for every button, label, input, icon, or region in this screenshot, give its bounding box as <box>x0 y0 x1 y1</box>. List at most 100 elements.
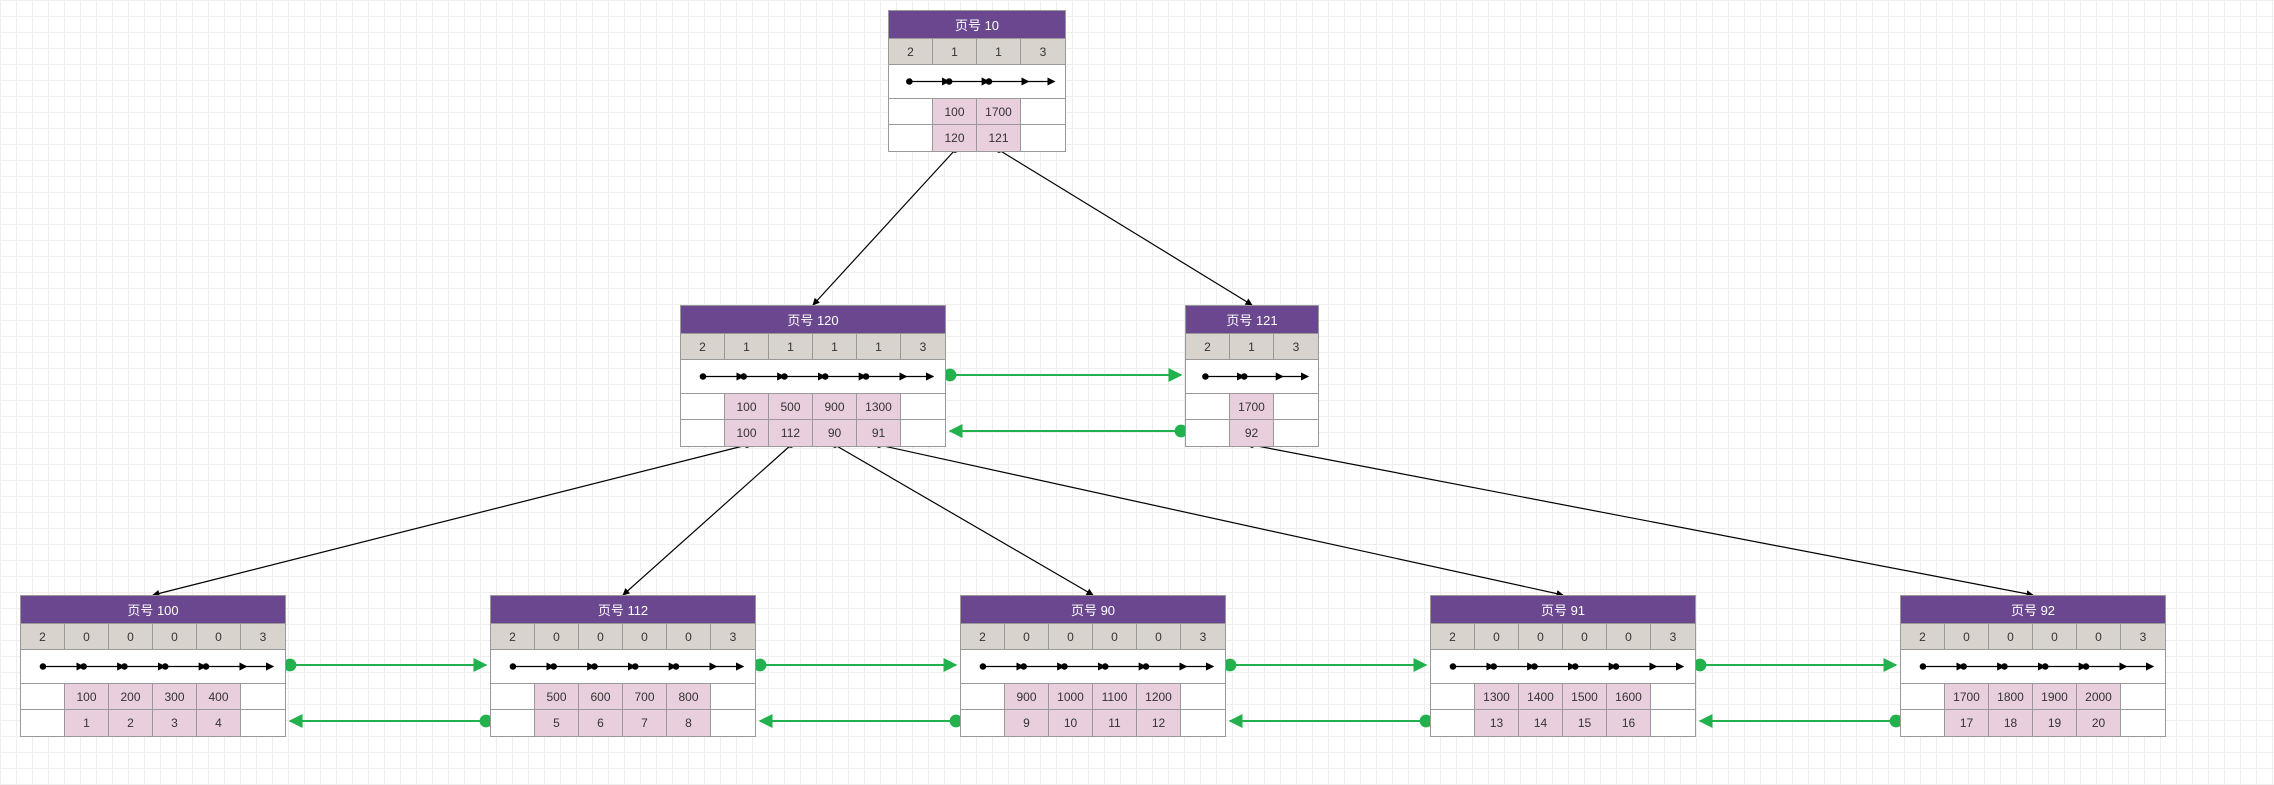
count-cell: 1 <box>857 334 901 360</box>
cell-value: 500 <box>769 394 813 420</box>
count-cell: 3 <box>901 334 945 360</box>
page-title-label: 页号 90 <box>1071 603 1115 618</box>
page-title-label: 页号 10 <box>955 18 999 33</box>
page-title-label: 页号 100 <box>127 603 178 618</box>
count-cell: 0 <box>153 624 197 650</box>
page-title-label: 页号 121 <box>1226 313 1277 328</box>
count-cell: 1 <box>813 334 857 360</box>
count-cell: 2 <box>961 624 1005 650</box>
cell-value: 1100 <box>1093 684 1137 710</box>
cell-value: 1900 <box>2033 684 2077 710</box>
count-cell: 0 <box>1563 624 1607 650</box>
cell-value: 2 <box>109 710 153 736</box>
cell-value: 20 <box>2077 710 2121 736</box>
cell-value: 4 <box>197 710 241 736</box>
cell-value: 91 <box>857 420 901 446</box>
cell-value: 15 <box>1563 710 1607 736</box>
cell-value: 900 <box>1005 684 1049 710</box>
cell-value: 1700 <box>1945 684 1989 710</box>
tree-edge <box>153 445 747 595</box>
cell-value: 1800 <box>1989 684 2033 710</box>
cell-value: 1700 <box>1230 394 1274 420</box>
cell-value: 300 <box>153 684 197 710</box>
count-cell: 3 <box>1274 334 1318 360</box>
cell-value: 1700 <box>977 99 1021 125</box>
cell-value: 100 <box>725 394 769 420</box>
count-cell: 0 <box>1475 624 1519 650</box>
count-cell: 0 <box>1607 624 1651 650</box>
node-header: 页号 121 <box>1186 306 1318 334</box>
cell-value: 10 <box>1049 710 1093 736</box>
tree-edge <box>623 445 791 595</box>
cell-value: 17 <box>1945 710 1989 736</box>
btree-node-10: 页号 1021131001700120121 <box>888 10 1066 152</box>
btree-node-100: 页号 1002000031002003004001234 <box>20 595 286 737</box>
cell-value: 9 <box>1005 710 1049 736</box>
node-header: 页号 90 <box>961 596 1225 624</box>
cell-value: 1000 <box>1049 684 1093 710</box>
cell-value: 1200 <box>1137 684 1181 710</box>
node-header: 页号 120 <box>681 306 945 334</box>
btree-node-91: 页号 91200003130014001500160013141516 <box>1430 595 1696 737</box>
count-cell: 1 <box>933 39 977 65</box>
tree-edge <box>879 445 1563 595</box>
node-header: 页号 100 <box>21 596 285 624</box>
count-cell: 0 <box>1989 624 2033 650</box>
cell-value: 700 <box>623 684 667 710</box>
cell-value: 7 <box>623 710 667 736</box>
count-cell: 2 <box>21 624 65 650</box>
page-title-label: 页号 120 <box>787 313 838 328</box>
cell-value: 900 <box>813 394 857 420</box>
cell-value: 13 <box>1475 710 1519 736</box>
count-cell: 2 <box>1431 624 1475 650</box>
cell-value: 500 <box>535 684 579 710</box>
node-header: 页号 10 <box>889 11 1065 39</box>
page-title-label: 页号 92 <box>2011 603 2055 618</box>
count-cell: 0 <box>2077 624 2121 650</box>
count-cell: 2 <box>1186 334 1230 360</box>
page-title-label: 页号 91 <box>1541 603 1585 618</box>
count-cell: 0 <box>667 624 711 650</box>
cell-value: 14 <box>1519 710 1563 736</box>
cell-value: 600 <box>579 684 623 710</box>
count-cell: 2 <box>681 334 725 360</box>
btree-node-120: 页号 12021111310050090013001001129091 <box>680 305 946 447</box>
count-cell: 1 <box>725 334 769 360</box>
cell-value: 12 <box>1137 710 1181 736</box>
cell-value: 3 <box>153 710 197 736</box>
count-cell: 0 <box>1519 624 1563 650</box>
cell-value: 11 <box>1093 710 1137 736</box>
count-cell: 0 <box>1005 624 1049 650</box>
count-cell: 1 <box>1230 334 1274 360</box>
cell-value: 1600 <box>1607 684 1651 710</box>
count-cell: 0 <box>197 624 241 650</box>
count-cell: 0 <box>1093 624 1137 650</box>
cell-value: 6 <box>579 710 623 736</box>
node-header: 页号 91 <box>1431 596 1695 624</box>
count-cell: 2 <box>889 39 933 65</box>
count-cell: 3 <box>1021 39 1065 65</box>
count-cell: 0 <box>109 624 153 650</box>
count-cell: 3 <box>2121 624 2165 650</box>
cell-value: 16 <box>1607 710 1651 736</box>
tree-edge <box>1252 445 2033 595</box>
tree-edge <box>835 445 1093 595</box>
count-cell: 0 <box>535 624 579 650</box>
count-cell: 0 <box>1049 624 1093 650</box>
cell-value: 121 <box>977 125 1021 151</box>
cell-value: 1300 <box>857 394 901 420</box>
cell-value: 92 <box>1230 420 1274 446</box>
btree-node-92: 页号 92200003170018001900200017181920 <box>1900 595 2166 737</box>
count-cell: 1 <box>977 39 1021 65</box>
tree-edge <box>999 150 1252 305</box>
node-header: 页号 92 <box>1901 596 2165 624</box>
count-cell: 3 <box>1181 624 1225 650</box>
count-cell: 0 <box>623 624 667 650</box>
count-cell: 0 <box>2033 624 2077 650</box>
count-cell: 2 <box>1901 624 1945 650</box>
count-cell: 1 <box>769 334 813 360</box>
btree-node-90: 页号 902000039001000110012009101112 <box>960 595 1226 737</box>
btree-node-112: 页号 1122000035006007008005678 <box>490 595 756 737</box>
cell-value: 2000 <box>2077 684 2121 710</box>
tree-edge <box>813 150 955 305</box>
